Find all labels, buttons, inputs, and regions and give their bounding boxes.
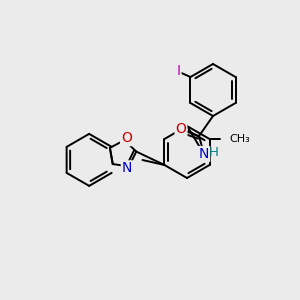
Text: N: N [199, 147, 209, 161]
Text: O: O [176, 122, 186, 136]
Text: O: O [121, 131, 132, 145]
Text: H: H [209, 146, 219, 160]
Text: N: N [122, 161, 132, 176]
Text: I: I [176, 64, 181, 78]
Text: CH₃: CH₃ [230, 134, 250, 144]
